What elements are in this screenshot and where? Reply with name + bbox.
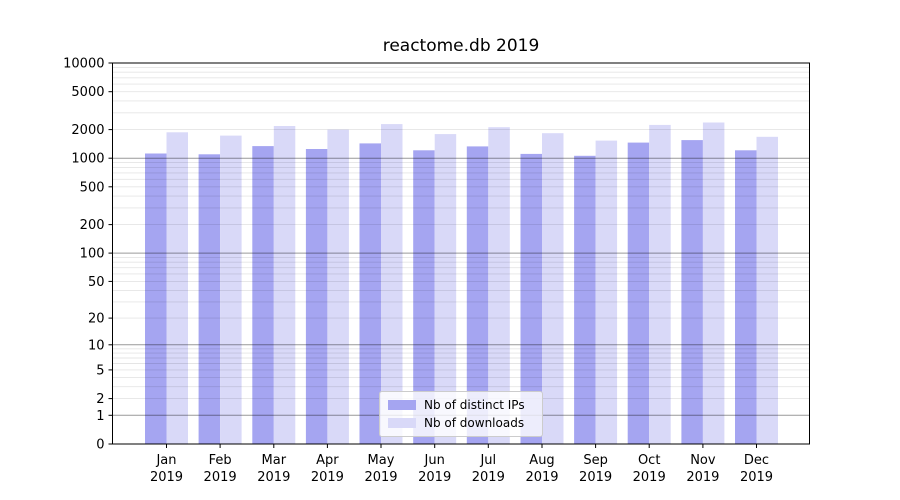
bar-distinct-ips-jan [145,153,167,444]
x-tick-label-month: Jan [155,453,176,468]
y-tick-label: 1000 [71,152,104,167]
x-tick-label-month: Jul [479,453,496,468]
bar-downloads-jul [488,127,510,444]
bar-downloads-dec [756,136,778,445]
bar-distinct-ips-mar [252,146,274,444]
bar-distinct-ips-dec [735,150,757,445]
bar-distinct-ips-oct [627,142,650,444]
x-tick-label-year: 2019 [150,470,183,485]
y-tick-label: 5 [96,363,104,378]
x-tick-label-month: Apr [316,453,339,468]
bar-distinct-ips-apr [305,149,328,444]
chart-title: reactome.db 2019 [382,36,540,56]
y-tick-label: 50 [88,275,105,290]
y-tick-label: 10 [88,338,105,353]
bar-downloads-apr [327,129,349,444]
y-tick-label: 100 [80,247,105,262]
bar-downloads-nov [702,122,725,444]
x-tick-label-month: May [368,453,395,468]
x-tick-label-month: Feb [209,453,232,468]
x-tick-label-year: 2019 [525,470,558,485]
legend-label-distinct-ips: Nb of distinct IPs [424,398,525,412]
x-tick-label-year: 2019 [579,470,612,485]
y-tick-label: 5000 [71,85,104,100]
bar-downloads-jan [166,132,188,445]
bar-distinct-ips-feb [198,154,221,445]
x-tick-label-year: 2019 [257,470,290,485]
x-tick-label-year: 2019 [418,470,451,485]
y-tick-label: 2000 [71,123,104,138]
bar-distinct-ips-may [359,143,381,444]
y-tick-label: 1 [96,409,104,424]
legend-swatch-downloads [388,418,416,428]
x-tick-label-month: Dec [744,453,769,468]
y-tick-label: 500 [80,180,105,195]
legend-swatch-distinct-ips [388,400,416,410]
x-tick-label-month: Mar [262,453,287,468]
bar-downloads-mar [273,126,296,444]
bar-distinct-ips-sep [574,155,596,445]
legend-label-downloads: Nb of downloads [424,416,525,430]
bar-distinct-ips-nov [681,140,703,444]
y-tick-label: 2 [96,392,104,407]
legend: Nb of distinct IPs Nb of downloads [379,391,543,437]
bar-downloads-aug [542,133,564,444]
x-tick-label-year: 2019 [472,470,505,485]
x-tick-label-month: Nov [690,453,716,468]
bar-downloads-feb [220,135,242,444]
bar-downloads-may [381,124,403,444]
x-tick-label-year: 2019 [364,470,397,485]
x-tick-label-year: 2019 [204,470,237,485]
x-tick-label-year: 2019 [740,470,773,485]
x-tick-label-year: 2019 [633,470,666,485]
bar-distinct-ips-aug [520,153,542,444]
y-tick-label: 200 [80,218,105,233]
x-tick-label-month: Sep [583,453,608,468]
y-tick-label: 10000 [63,57,104,72]
x-tick-label-year: 2019 [686,470,719,485]
x-tick-label-month: Aug [529,453,554,468]
bar-downloads-oct [649,124,671,445]
y-tick-label: 0 [96,438,104,453]
bar-distinct-ips-jul [466,146,489,444]
bar-downloads-sep [595,140,618,444]
bar-downloads-jun [434,134,457,444]
x-tick-label-month: Jun [424,453,445,468]
legend-item-distinct-ips: Nb of distinct IPs [388,398,542,413]
bar-distinct-ips-jun [413,150,435,445]
x-tick-label-month: Oct [638,453,660,468]
legend-item-downloads: Nb of downloads [388,416,542,431]
y-tick-label: 20 [88,312,105,327]
x-tick-label-year: 2019 [311,470,344,485]
